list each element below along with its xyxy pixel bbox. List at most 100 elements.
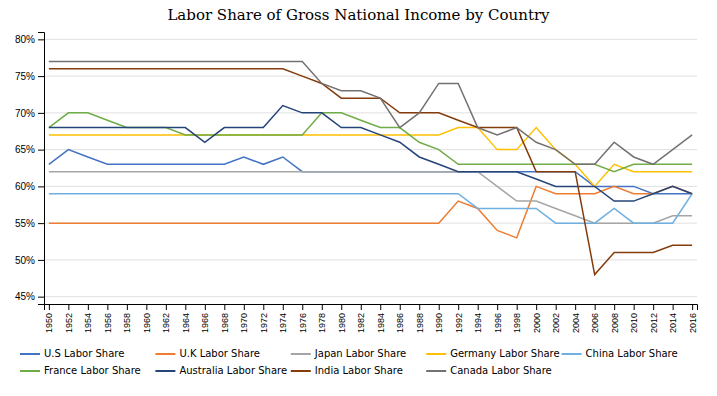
- x-tick: 1992: [454, 304, 464, 333]
- x-tick: 1958: [122, 304, 132, 333]
- x-tick: 1986: [395, 304, 405, 333]
- x-tick: 1954: [83, 304, 93, 333]
- tick-mark: [185, 304, 186, 310]
- legend: U.S Labor Share U.K Labor Share Japan Labo…: [20, 348, 678, 376]
- legend-label: China Labor Share: [586, 348, 678, 359]
- legend-item: U.K Labor Share: [155, 348, 260, 359]
- tick-label: 1984: [376, 313, 386, 333]
- tick-label: 50%: [15, 255, 35, 266]
- tick-mark: [439, 304, 440, 310]
- x-tick: 2002: [551, 304, 561, 333]
- tick-label: 1968: [220, 313, 230, 333]
- tick-label: 1980: [337, 313, 347, 333]
- tick-mark: [38, 186, 44, 187]
- tick-label: 70%: [15, 108, 35, 119]
- legend-label: Canada Labor Share: [450, 365, 552, 376]
- tick-label: 1952: [64, 313, 74, 333]
- series-line: [49, 172, 692, 223]
- x-tick: 2004: [571, 304, 581, 333]
- tick-label: 2006: [590, 313, 600, 333]
- legend-item: Australia Labor Share: [155, 365, 287, 376]
- tick-mark: [38, 76, 44, 77]
- x-tick: 1962: [161, 304, 171, 333]
- legend-item: France Labor Share: [20, 365, 141, 376]
- tick-label: 2016: [688, 313, 698, 333]
- tick-label: 2002: [551, 313, 561, 333]
- tick-label: 1956: [103, 313, 113, 333]
- tick-mark: [38, 150, 44, 151]
- tick-label: 2012: [649, 313, 659, 333]
- legend-swatch: [291, 353, 311, 355]
- x-tick: 1990: [434, 304, 444, 333]
- tick-mark: [263, 304, 264, 310]
- x-tick: 1982: [356, 304, 366, 333]
- x-tick: 1956: [103, 304, 113, 333]
- tick-mark: [595, 304, 596, 310]
- tick-mark: [322, 304, 323, 310]
- tick-mark: [400, 304, 401, 310]
- y-tick: 60%: [15, 181, 44, 192]
- tick-mark: [517, 304, 518, 310]
- x-tick: 2010: [629, 304, 639, 333]
- tick-mark: [361, 304, 362, 310]
- tick-mark: [49, 304, 50, 310]
- legend-item: Japan Labor Share: [291, 348, 406, 359]
- legend-item: Canada Labor Share: [426, 365, 552, 376]
- tick-label: 1994: [473, 313, 483, 333]
- legend-item: U.S Labor Share: [20, 348, 124, 359]
- tick-mark: [107, 304, 108, 310]
- x-tick: 1966: [200, 304, 210, 333]
- legend-swatch: [20, 370, 40, 372]
- x-tick: 1968: [220, 304, 230, 333]
- y-tick: 65%: [15, 144, 44, 155]
- tick-mark: [244, 304, 245, 310]
- tick-label: 45%: [15, 291, 35, 302]
- tick-mark: [614, 304, 615, 310]
- axis-line: [38, 33, 45, 305]
- x-tick: 1970: [239, 304, 249, 333]
- tick-mark: [38, 223, 44, 224]
- legend-swatch: [155, 353, 175, 355]
- grid-line: [44, 259, 697, 260]
- y-tick: 45%: [15, 291, 44, 302]
- series-line: [49, 61, 692, 164]
- y-axis: 45%50%55%60%65%70%75%80%: [15, 33, 45, 305]
- legend-label: U.S Labor Share: [44, 348, 124, 359]
- x-tick: 1952: [64, 304, 74, 333]
- axis-line: [45, 305, 698, 311]
- chart-container: Labor Share of Gross National Income by …: [0, 0, 717, 396]
- x-tick: 1996: [493, 304, 503, 333]
- x-tick: 1994: [473, 304, 483, 333]
- x-tick: 1988: [415, 304, 425, 333]
- tick-label: 1972: [259, 313, 269, 333]
- tick-mark: [556, 304, 557, 310]
- y-tick: 75%: [15, 71, 44, 82]
- tick-mark: [224, 304, 225, 310]
- x-tick: 2016: [688, 304, 698, 333]
- x-tick: 1980: [337, 304, 347, 333]
- series-line: [49, 186, 692, 237]
- legend-label: Japan Labor Share: [314, 348, 406, 359]
- x-tick: 2000: [532, 304, 542, 333]
- tick-label: 2000: [532, 313, 542, 333]
- tick-label: 1978: [317, 313, 327, 333]
- chart-title: Labor Share of Gross National Income by …: [167, 6, 550, 24]
- x-tick: 1960: [142, 304, 152, 333]
- tick-mark: [419, 304, 420, 310]
- tick-label: 2010: [629, 313, 639, 333]
- tick-label: 1974: [278, 313, 288, 333]
- x-tick: 1964: [181, 304, 191, 333]
- y-tick: 50%: [15, 255, 44, 266]
- tick-label: 1988: [415, 313, 425, 333]
- y-tick: 70%: [15, 108, 44, 119]
- tick-mark: [575, 304, 576, 310]
- grid-line: [44, 76, 697, 77]
- tick-mark: [205, 304, 206, 310]
- legend-label: U.K Labor Share: [179, 348, 260, 359]
- legend-swatch: [562, 353, 582, 355]
- x-tick: 2006: [590, 304, 600, 333]
- grid-line: [44, 296, 697, 297]
- tick-mark: [127, 304, 128, 310]
- tick-mark: [478, 304, 479, 310]
- legend-item: China Labor Share: [562, 348, 678, 359]
